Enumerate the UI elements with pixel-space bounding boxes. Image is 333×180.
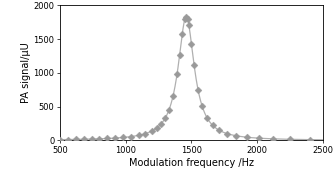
X-axis label: Modulation frequency /Hz: Modulation frequency /Hz (129, 158, 254, 168)
Y-axis label: PA signal/μU: PA signal/μU (21, 42, 31, 103)
